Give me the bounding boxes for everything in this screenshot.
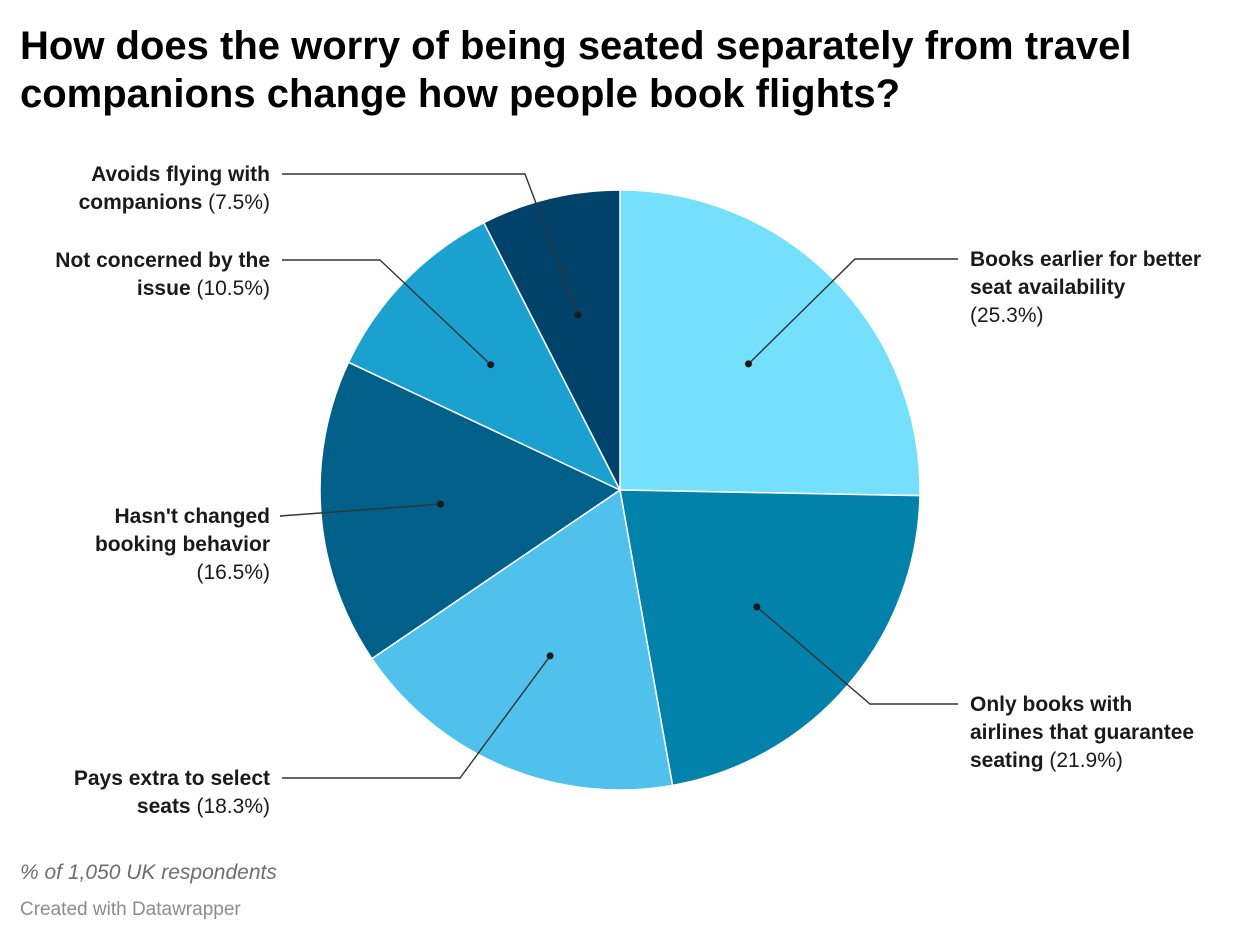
slice-label-line: Hasn't changed bbox=[114, 505, 270, 528]
slice-value-label: (25.3%) bbox=[970, 304, 1044, 327]
leader-line-avoids-flying bbox=[282, 173, 579, 316]
slice-label-line: Not concerned by the bbox=[55, 249, 270, 272]
pie-slice-pays-extra bbox=[371, 489, 674, 791]
slice-label-books-earlier: Books earlier for better seat availabilit… bbox=[970, 248, 1201, 327]
slice-label-not-changed: Hasn't changed booking behavior (16.5%) bbox=[95, 505, 270, 584]
pie-slices bbox=[319, 189, 921, 791]
slice-label-line: Pays extra to select bbox=[74, 767, 270, 790]
slice-label-pays-extra: Pays extra to select seats (18.3%) bbox=[74, 767, 270, 818]
chart-note: % of 1,050 UK respondents bbox=[20, 861, 277, 884]
pie-slice-not-concerned bbox=[347, 221, 621, 491]
chart-title: How does the worry of being seated separ… bbox=[20, 24, 1132, 116]
slice-label-line: issue bbox=[137, 277, 191, 300]
slice-label-line: Books earlier for better bbox=[970, 248, 1201, 271]
slice-value-label: (16.5%) bbox=[196, 561, 270, 584]
leader-dot-avoids-flying bbox=[574, 311, 582, 319]
slice-label-line: Avoids flying with bbox=[91, 163, 270, 186]
pie-slice-avoids-flying bbox=[483, 189, 621, 491]
chart-credit: Created with Datawrapper bbox=[20, 899, 241, 920]
leader-lines bbox=[279, 173, 958, 779]
slice-value-label: (18.3%) bbox=[191, 795, 270, 818]
leader-line-not-changed bbox=[279, 503, 441, 517]
leader-line-only-guaranteed-airlines bbox=[756, 606, 958, 705]
slice-label-line: Only books with bbox=[970, 693, 1132, 716]
slice-label-line: seats bbox=[137, 795, 191, 818]
slice-label-only-guaranteed-airlines: Only books with airlines that guarantee se… bbox=[970, 693, 1194, 772]
slice-value-label: (10.5%) bbox=[191, 277, 270, 300]
leader-dot-not-changed bbox=[437, 500, 445, 508]
leader-dot-not-concerned bbox=[487, 361, 495, 369]
leader-dot-only-guaranteed-airlines bbox=[753, 603, 761, 611]
slice-value-label: (7.5%) bbox=[202, 191, 270, 214]
slice-labels: Books earlier for better seat availabilit… bbox=[55, 163, 1201, 818]
leader-line-books-earlier bbox=[748, 258, 958, 365]
leader-dot-pays-extra bbox=[546, 652, 554, 660]
slice-value-label: (21.9%) bbox=[1044, 749, 1123, 772]
slice-label-line: seat availability bbox=[970, 276, 1126, 299]
slice-label-line: airlines that guarantee bbox=[970, 721, 1194, 744]
slice-label-not-concerned: Not concerned by the issue (10.5%) bbox=[55, 249, 270, 300]
slice-label-avoids-flying: Avoids flying with companions (7.5%) bbox=[79, 163, 270, 214]
slice-label-line: booking behavior bbox=[95, 533, 270, 556]
leader-dot-books-earlier bbox=[745, 360, 752, 368]
slice-label-line: companions bbox=[79, 191, 203, 214]
slice-label-line: seating bbox=[970, 749, 1044, 772]
leader-line-pays-extra bbox=[282, 655, 551, 779]
leader-line-not-concerned bbox=[282, 259, 492, 366]
